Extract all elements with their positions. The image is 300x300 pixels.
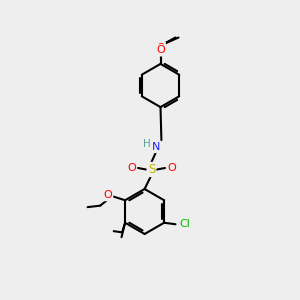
Text: N: N: [152, 142, 160, 152]
Text: Cl: Cl: [179, 219, 190, 229]
Text: H: H: [142, 139, 150, 149]
Text: O: O: [167, 163, 176, 173]
Text: S: S: [148, 163, 155, 176]
Text: O: O: [157, 45, 166, 56]
Text: O: O: [156, 43, 165, 53]
Text: O: O: [103, 190, 112, 200]
Text: O: O: [127, 163, 136, 173]
